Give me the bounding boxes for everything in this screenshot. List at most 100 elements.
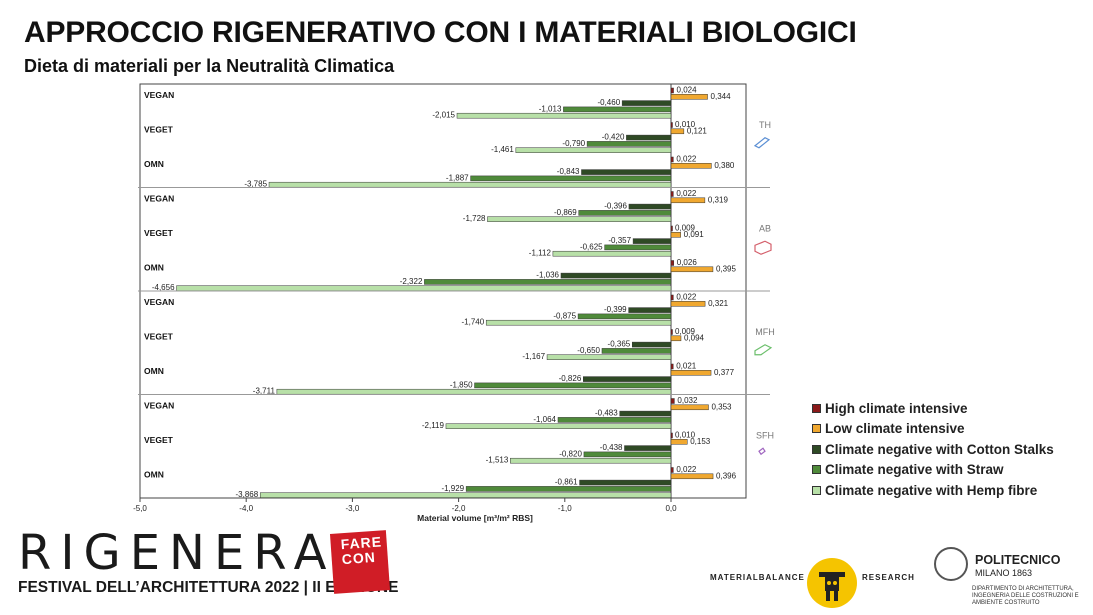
bar-3 xyxy=(563,106,672,113)
bar-0 xyxy=(670,363,674,370)
bar-4 xyxy=(552,250,672,257)
data-label: -0,357 xyxy=(608,236,631,245)
data-label: -0,875 xyxy=(553,311,576,320)
bar-1 xyxy=(670,439,688,445)
data-label: -3,868 xyxy=(236,490,259,499)
data-label: 0,010 xyxy=(675,120,696,129)
data-label: 0,353 xyxy=(711,402,732,411)
building-type-icon xyxy=(754,240,772,255)
data-label: -1,167 xyxy=(522,352,545,361)
data-label: 0,344 xyxy=(711,92,732,101)
page-title: APPROCCIO RIGENERATIVO CON I MATERIALI B… xyxy=(24,16,857,49)
building-type-icon xyxy=(758,447,766,456)
diet-label: VEGAN xyxy=(144,194,174,204)
diet-label: OMN xyxy=(144,159,164,169)
bar-2 xyxy=(619,410,672,417)
bar-4 xyxy=(515,147,672,153)
legend-swatch xyxy=(812,444,821,454)
data-label: 0,321 xyxy=(708,299,729,308)
bar-3 xyxy=(583,451,672,458)
bar-1 xyxy=(670,232,681,238)
legend-item-low-climate: Low climate intensive xyxy=(812,419,1054,440)
data-label: 0,380 xyxy=(714,161,735,170)
bar-3 xyxy=(601,348,672,354)
bar-1 xyxy=(670,197,706,204)
bar-1 xyxy=(670,301,706,307)
politecnico-seal-icon xyxy=(934,547,968,581)
data-label: -0,650 xyxy=(577,346,600,355)
data-label: -1,887 xyxy=(446,173,469,182)
research-label: RESEARCH xyxy=(862,573,915,582)
data-label: -0,396 xyxy=(604,202,627,211)
bar-2 xyxy=(632,238,672,244)
data-label: -0,826 xyxy=(559,374,582,383)
bar-3 xyxy=(474,382,672,389)
data-label: -3,785 xyxy=(244,180,267,189)
materialbalance-label: MATERIALBALANCE xyxy=(710,573,805,582)
legend-item-hemp-fibre: Climate negative with Hemp fibre xyxy=(812,480,1054,501)
data-label: -0,420 xyxy=(602,133,625,142)
data-label: 0,377 xyxy=(714,368,735,377)
bar-0 xyxy=(670,191,674,197)
bar-3 xyxy=(470,175,672,182)
data-label: -0,399 xyxy=(604,305,627,314)
bar-1 xyxy=(670,473,714,480)
bar-1 xyxy=(670,163,712,169)
fare-con-text: FARE CON xyxy=(340,533,383,568)
bar-0 xyxy=(670,398,675,404)
group-label: MFH xyxy=(755,327,775,337)
bar-1 xyxy=(670,94,708,100)
bar-2 xyxy=(579,479,672,486)
data-label: 0,121 xyxy=(687,126,708,135)
legend-swatch xyxy=(812,424,821,434)
bar-0 xyxy=(670,467,674,473)
data-label: -0,861 xyxy=(555,478,578,487)
bar-1 xyxy=(670,370,712,376)
x-tick-label: -2,0 xyxy=(452,504,466,513)
data-label: 0,024 xyxy=(677,86,698,95)
bar-2 xyxy=(581,169,672,175)
bar-2 xyxy=(621,100,672,106)
data-label: 0,021 xyxy=(676,362,697,371)
bar-1 xyxy=(670,335,682,342)
diet-label: VEGAN xyxy=(144,297,174,307)
data-label: -1,728 xyxy=(463,214,486,223)
bar-4 xyxy=(456,112,672,119)
bar-4 xyxy=(276,388,672,395)
bar-0 xyxy=(670,260,675,266)
data-label: -1,929 xyxy=(441,484,464,493)
bar-3 xyxy=(424,279,672,285)
bar-2 xyxy=(624,445,672,451)
bar-4 xyxy=(268,181,672,188)
legend-swatch xyxy=(812,403,821,413)
politecnico-name: POLITECNICO xyxy=(975,553,1061,567)
x-tick-label: -5,0 xyxy=(133,504,147,513)
data-label: -3,711 xyxy=(253,387,276,396)
fare-con-logo: FARE CON xyxy=(329,530,391,594)
data-label: -0,820 xyxy=(559,449,582,458)
data-label: 0,022 xyxy=(676,465,697,474)
legend-label: Climate negative with Hemp fibre xyxy=(825,482,1038,498)
data-label: 0,091 xyxy=(684,230,705,239)
politecnico-city: MILANO 1863 xyxy=(975,568,1033,578)
diet-label: VEGET xyxy=(144,435,174,445)
data-label: 0,153 xyxy=(690,437,711,446)
bar-2 xyxy=(583,376,672,382)
diet-label: OMN xyxy=(144,263,164,273)
legend-label: High climate intensive xyxy=(825,400,968,416)
bar-4 xyxy=(176,285,672,291)
bar-0 xyxy=(670,432,673,439)
data-label: -0,843 xyxy=(557,167,580,176)
diet-label: VEGAN xyxy=(144,90,174,100)
bar-1 xyxy=(670,266,714,273)
data-label: -1,112 xyxy=(529,249,552,258)
bar-2 xyxy=(628,307,672,313)
x-tick-label: -3,0 xyxy=(346,504,360,513)
diet-label: OMN xyxy=(144,470,164,480)
bar-4 xyxy=(445,423,672,429)
bar-0 xyxy=(670,225,673,232)
data-label: -1,740 xyxy=(462,318,485,327)
data-label: 0,009 xyxy=(675,224,696,233)
politecnico-department: DIPARTIMENTO DI ARCHITETTURA, INGEGNERIA… xyxy=(972,586,1079,606)
data-label: -0,365 xyxy=(608,340,631,349)
